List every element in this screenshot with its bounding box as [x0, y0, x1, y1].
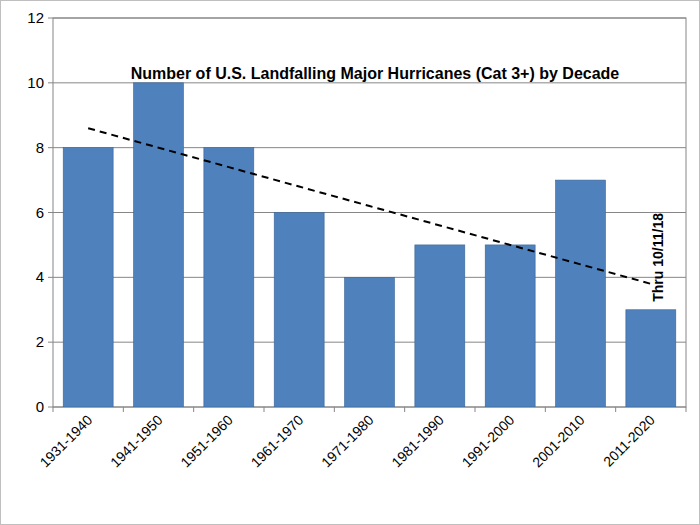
x-tick-label: 1931-1940	[37, 412, 96, 471]
y-tick	[48, 277, 53, 278]
x-tick	[686, 407, 687, 412]
y-tick-label: 8	[36, 139, 44, 156]
x-tick-label: 1961-1970	[248, 412, 307, 471]
y-tick-label: 2	[36, 333, 44, 350]
y-tick	[48, 342, 53, 343]
x-tick	[475, 407, 476, 412]
chart-border	[1, 1, 700, 525]
annotation: Thru 10/11/18	[650, 213, 666, 302]
bar	[274, 213, 324, 408]
bar	[204, 148, 254, 407]
y-tick	[48, 212, 53, 213]
bar	[63, 148, 113, 407]
y-tick-label: 4	[36, 268, 44, 285]
x-tick-label: 1991-2000	[459, 412, 518, 471]
chart-svg: 0 2 4 6 8 10 12 1931-19401941-19501951-19601961…	[0, 0, 700, 525]
x-tick	[264, 407, 265, 412]
x-tick	[193, 407, 194, 412]
x-tick-label: 1941-1950	[107, 412, 166, 471]
x-tick-label: 1971-1980	[318, 412, 377, 471]
bar	[415, 245, 465, 407]
x-tick	[334, 407, 335, 412]
y-tick-label: 10	[27, 74, 44, 91]
x-tick	[545, 407, 546, 412]
x-tick-label: 1951-1960	[177, 412, 236, 471]
bar	[345, 277, 395, 407]
bar	[134, 83, 184, 407]
marks	[63, 83, 676, 407]
bar	[556, 180, 606, 407]
y-tick	[48, 147, 53, 148]
trend-line	[88, 128, 651, 284]
x-tick	[615, 407, 616, 412]
x-tick	[53, 407, 54, 412]
grid	[53, 18, 686, 407]
x-tick-label: 1981-1990	[388, 412, 447, 471]
y-tick	[48, 18, 53, 19]
x-tick	[123, 407, 124, 412]
y-tick	[48, 82, 53, 83]
y-tick-label: 6	[36, 204, 44, 221]
x-tick-label: 2011-2020	[600, 412, 658, 470]
y-tick-label: 0	[36, 398, 44, 415]
chart-container: 0 2 4 6 8 10 12 1931-19401941-19501951-19601961…	[0, 0, 700, 525]
bar	[485, 245, 535, 407]
plot-frame	[53, 18, 686, 407]
x-tick	[404, 407, 405, 412]
chart-title: Number of U.S. Landfalling Major Hurrica…	[131, 65, 620, 82]
y-tick-label: 12	[27, 9, 44, 26]
x-tick-label: 2001-2010	[529, 412, 588, 471]
bar	[626, 310, 676, 407]
y-tick	[48, 407, 53, 408]
